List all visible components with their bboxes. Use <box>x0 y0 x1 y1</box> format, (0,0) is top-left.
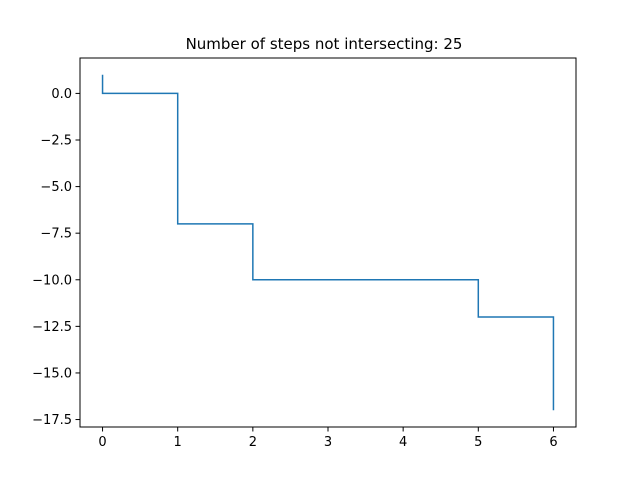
y-tick-label-1: −2.5 <box>40 134 72 149</box>
x-axis: 0 1 2 3 4 5 6 <box>98 427 558 450</box>
x-tick-label-2: 2 <box>249 435 257 450</box>
y-tick-label-4: −10.0 <box>32 273 72 288</box>
x-tick-label-3: 3 <box>324 435 332 450</box>
y-tick-label-5: −12.5 <box>32 320 72 335</box>
x-tick-label-6: 6 <box>549 435 557 450</box>
y-tick-label-6: −15.0 <box>32 366 72 381</box>
x-tick-label-5: 5 <box>474 435 482 450</box>
series-line-0 <box>101 74 555 411</box>
y-tick-label-7: −17.5 <box>32 413 72 428</box>
series-layer <box>101 74 555 411</box>
y-axis: 0.0 −2.5 −5.0 −7.5 −10.0 −12.5 −15.0 −17.5 <box>32 87 80 428</box>
x-tick-label-0: 0 <box>98 435 106 450</box>
x-tick-label-1: 1 <box>174 435 182 450</box>
chart-title: Number of steps not intersecting: 25 <box>186 35 463 53</box>
y-tick-label-0: 0.0 <box>51 87 72 102</box>
y-tick-label-2: −5.0 <box>40 180 72 195</box>
x-tick-label-4: 4 <box>399 435 407 450</box>
y-tick-label-3: −7.5 <box>40 227 72 242</box>
